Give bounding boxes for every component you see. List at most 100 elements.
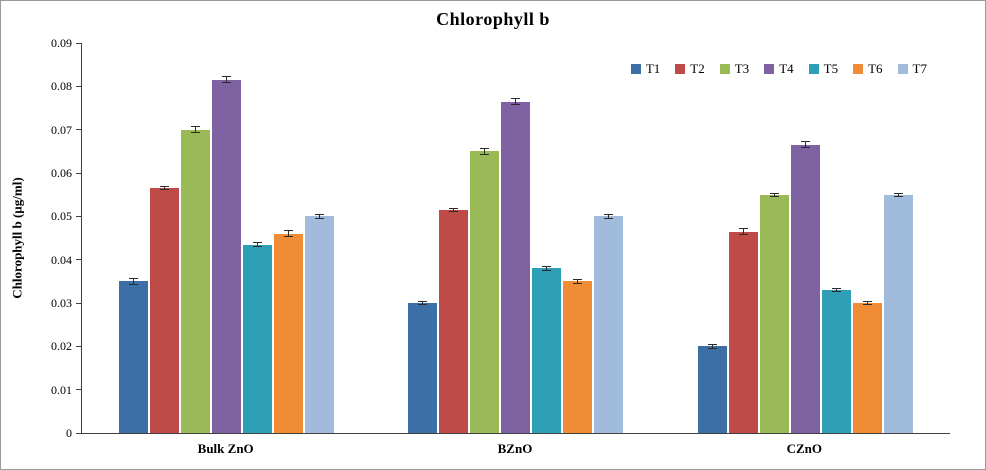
bar-t7-czno xyxy=(883,192,913,433)
legend-label: T6 xyxy=(868,61,883,76)
y-axis-title-text: Chlorophyll b (µg/ml) xyxy=(10,177,26,299)
bar-rect xyxy=(274,233,304,433)
y-axis-tick xyxy=(76,259,82,261)
legend-item-t2: T2 xyxy=(675,61,705,77)
legend-swatch-icon xyxy=(630,64,641,74)
legend-label: T2 xyxy=(690,61,705,76)
bar-rect xyxy=(790,144,820,433)
bar-t7-bzno xyxy=(594,214,624,433)
y-axis-tick-label: 0.09 xyxy=(51,36,72,50)
bar-rect xyxy=(594,216,624,433)
bar-rect xyxy=(439,209,469,433)
error-bar xyxy=(738,228,748,235)
category-slot xyxy=(371,43,660,433)
category-slot xyxy=(82,43,371,433)
legend-label: T4 xyxy=(779,61,794,76)
y-axis-tick-label: 0.08 xyxy=(51,79,72,94)
error-bar xyxy=(253,242,263,247)
bar-group-bulk-zno xyxy=(118,76,335,433)
bar-rect xyxy=(470,151,500,433)
error-bar xyxy=(315,214,325,219)
error-bar xyxy=(480,147,490,155)
error-bar xyxy=(511,98,521,105)
bar-t1-bulk-zno xyxy=(119,277,149,433)
error-bar xyxy=(284,230,294,238)
bar-t4-czno xyxy=(790,141,820,433)
y-axis-tick xyxy=(76,42,82,44)
error-bar xyxy=(191,126,201,134)
y-axis-tick-label: 0.03 xyxy=(51,296,72,310)
legend-swatch-icon xyxy=(764,64,775,74)
error-bar xyxy=(449,207,459,213)
legend-item-t5: T5 xyxy=(808,61,839,77)
y-axis-tick-label: 0.07 xyxy=(51,122,72,137)
error-bar xyxy=(160,186,170,191)
y-axis-tick xyxy=(76,215,82,217)
bar-rect xyxy=(181,129,211,433)
y-axis-tick-label: 0.02 xyxy=(51,339,72,354)
error-bar xyxy=(800,141,810,149)
y-axis-tick-label: 0.05 xyxy=(51,209,72,224)
bar-rect xyxy=(852,303,882,433)
y-axis-tick xyxy=(76,345,82,347)
bar-t7-bulk-zno xyxy=(305,214,335,433)
error-bar xyxy=(862,300,872,306)
bar-rect xyxy=(212,79,242,433)
legend-item-t4: T4 xyxy=(764,61,794,77)
bar-t6-bzno xyxy=(563,279,593,433)
bar-rect xyxy=(501,101,531,433)
bar-rect xyxy=(821,290,851,433)
legend-item-t6: T6 xyxy=(853,61,883,77)
bar-t4-bulk-zno xyxy=(212,76,242,433)
bar-t1-bzno xyxy=(408,300,438,433)
legend-item-t3: T3 xyxy=(719,61,750,77)
chart-title: Chlorophyll b xyxy=(436,9,550,29)
legend-label: T5 xyxy=(823,61,839,76)
legend-swatch-icon xyxy=(853,64,864,74)
y-axis-tick xyxy=(76,172,82,174)
error-bar xyxy=(893,192,903,197)
x-axis-category-label: CZnO xyxy=(786,441,823,456)
bar-rect xyxy=(883,194,913,433)
error-bar xyxy=(707,344,717,349)
category-slot xyxy=(661,43,950,433)
y-axis-tick xyxy=(76,85,82,87)
bar-t2-bzno xyxy=(439,207,469,433)
bar-rect xyxy=(759,194,789,433)
y-axis-tick xyxy=(76,389,82,391)
bar-t4-bzno xyxy=(501,98,531,433)
error-bar xyxy=(573,279,583,284)
bar-t3-bulk-zno xyxy=(181,126,211,433)
legend-swatch-icon xyxy=(719,64,730,74)
bar-t2-bulk-zno xyxy=(150,186,180,433)
legend-swatch-icon xyxy=(897,64,908,74)
bar-rect xyxy=(563,281,593,433)
y-axis-title: Chlorophyll b (µg/ml) xyxy=(3,43,33,433)
bar-rect xyxy=(728,231,758,433)
plot-area: 0 0.01 0.02 0.03 0.04 0.05 0.06 0.07 0.08 0.09 xyxy=(51,36,950,440)
x-axis-labels: Bulk ZnO BZnO CZnO xyxy=(81,441,949,457)
bar-t5-czno xyxy=(821,287,851,433)
legend-label: T3 xyxy=(734,61,750,76)
legend-swatch-icon xyxy=(808,64,819,74)
legend-swatch-icon xyxy=(675,64,686,74)
legend-label: T7 xyxy=(912,61,927,76)
bar-group-bzno xyxy=(407,98,624,433)
bar-t5-bzno xyxy=(532,266,562,433)
bar-t3-czno xyxy=(759,192,789,433)
bar-rect xyxy=(697,346,727,433)
legend-item-t7: T7 xyxy=(897,61,927,77)
y-axis-tick-label: 0.06 xyxy=(51,166,72,180)
x-axis-category-label: Bulk ZnO xyxy=(197,441,254,456)
bar-groups xyxy=(82,43,950,433)
bar-t1-czno xyxy=(697,344,727,433)
bar-t2-czno xyxy=(728,228,758,433)
error-bar xyxy=(769,192,779,197)
y-axis-tick-label: 0 xyxy=(66,426,72,440)
bar-t6-bulk-zno xyxy=(274,230,304,433)
y-axis-tick-label: 0.01 xyxy=(51,382,72,397)
bar-rect xyxy=(408,303,438,433)
y-axis-tick-label: 0.04 xyxy=(51,252,72,267)
error-bar xyxy=(418,300,428,306)
